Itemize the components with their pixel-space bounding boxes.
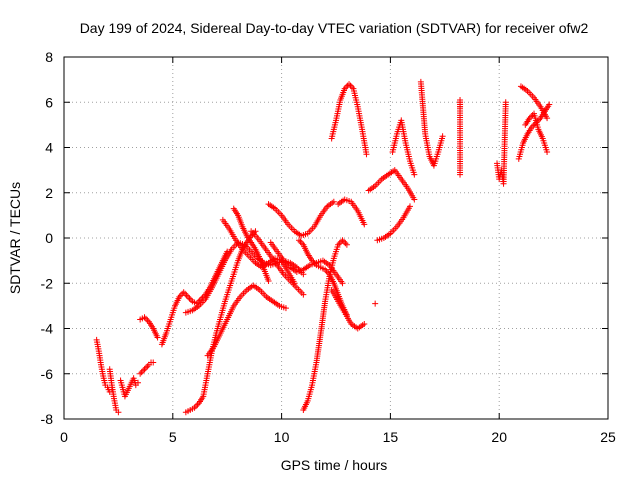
series-arc-p [300,237,350,413]
series-arc-d [137,359,157,377]
series-arc-c [117,375,141,400]
data-point [180,289,187,296]
data-point [144,363,151,370]
data-point [134,379,141,386]
series-arc-i [204,282,289,359]
data-point [411,171,418,178]
series-arc-k [230,205,272,284]
data-point [142,364,149,371]
series-arc-q [328,287,368,332]
y-tick-label: 0 [45,230,53,246]
data-point [544,149,551,156]
axis-ticks: 0 5 10 15 20 25 -8 -6 -4 -2 0 2 4 6 8 [41,49,616,445]
series-arc-aa [515,101,553,162]
series-arc-l [248,228,307,298]
data-point [115,409,122,416]
series-arc-bb [517,83,551,122]
data-point [361,320,368,327]
data-point [186,295,193,302]
data-point [339,280,346,287]
data-point [311,260,318,267]
data-point [361,221,368,228]
data-point [372,300,379,307]
series-arc-v [389,117,418,178]
data-point [340,238,347,245]
data-point [323,268,330,275]
chart-title: Day 199 of 2024, Sidereal Day-to-day VTE… [80,20,589,36]
series-arc-b [106,366,122,416]
data-point [346,81,353,88]
y-tick-label: 8 [45,49,53,65]
y-tick-label: -6 [41,366,54,382]
series-arc-cc [522,110,551,156]
data-point [457,171,464,178]
data-point [363,151,370,158]
series-arc-s [335,196,368,228]
y-axis-label: SDTVAR / TECUs [7,182,23,294]
data-points [93,78,553,416]
data-point [544,115,551,122]
series-arc-z [494,99,509,187]
data-point [138,369,145,376]
data-point [411,196,418,203]
y-tick-label: 4 [45,140,53,156]
y-tick-label: 6 [45,94,53,110]
data-point [297,238,304,245]
data-point [137,370,144,377]
plot-frame [63,56,609,420]
data-point [546,101,553,108]
data-point [183,292,190,299]
x-tick-label: 20 [491,429,507,445]
data-point [150,359,157,366]
data-point [182,290,189,297]
data-point [142,315,149,322]
data-point [343,241,350,248]
data-point [193,403,200,410]
series-arc-w [417,78,446,169]
series-arc-e [137,314,161,341]
y-tick-label: -2 [41,275,54,291]
data-point [187,296,194,303]
data-point [185,293,192,300]
data-point [330,198,337,205]
x-tick-label: 10 [274,429,290,445]
x-tick-label: 25 [600,429,616,445]
x-tick-label: 15 [383,429,399,445]
data-point [154,334,161,341]
data-point [282,305,289,312]
x-tick-label: 5 [169,429,177,445]
series-arc-n [265,198,337,239]
series-arc-r [328,81,370,158]
data-point [342,240,349,247]
data-point [265,277,272,284]
y-tick-label: -4 [41,321,54,337]
data-point [291,280,298,287]
series-arc-u [374,203,413,244]
data-point [406,203,413,210]
data-point [439,133,446,140]
data-point [140,367,147,374]
x-tick-label: 0 [60,429,68,445]
y-tick-label: -8 [41,411,54,427]
data-point [502,99,509,106]
data-point [141,366,148,373]
series-arc-x [372,300,379,307]
y-tick-label: 2 [45,185,53,201]
series-arc-y [457,96,464,178]
series-arc-t [365,167,418,203]
data-point [347,82,354,89]
x-axis-label: GPS time / hours [281,457,388,473]
data-point [300,291,307,298]
